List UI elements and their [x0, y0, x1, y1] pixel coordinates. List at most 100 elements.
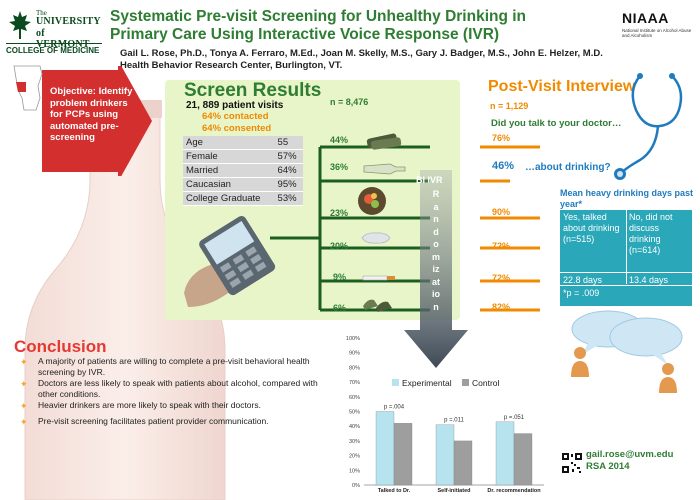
demo-value: 53%	[274, 191, 303, 206]
conclusion-item: Heavier drinkers are more likely to spea…	[38, 400, 261, 410]
p-value-label: p =.051	[504, 415, 525, 421]
chart-bar	[375, 411, 395, 486]
fruit-plate-icon	[358, 187, 386, 215]
no-discuss-header: No, did not discuss drinking (n=614)	[629, 212, 673, 255]
p-value-footnote: *p = .009	[563, 288, 600, 298]
bi-ivr-label: BI IVR	[416, 175, 443, 185]
legend-label: Experimental	[402, 378, 452, 388]
conclusion-item: A majority of patients are willing to co…	[38, 356, 310, 377]
p-value-label: p =.004	[384, 405, 405, 411]
conclusion-item: Pre-visit screening facilitates patient …	[38, 416, 269, 426]
screen-results-title: Screen Results	[184, 80, 322, 101]
contacted-pct: 64% contacted	[202, 111, 269, 122]
demo-row: Age 55	[183, 136, 303, 150]
mean-days-title: Mean heavy drinking days past year*	[560, 188, 694, 209]
chart-bar	[495, 421, 515, 486]
demo-label: College Graduate	[183, 191, 275, 206]
legend-swatch	[462, 379, 469, 386]
conclusion-item: Doctors are less likely to speak with pa…	[38, 378, 318, 399]
demo-value: 64%	[274, 163, 303, 178]
demo-value: 95%	[274, 177, 303, 192]
demo-label: Married	[183, 163, 275, 178]
y-tick-label: 60%	[349, 395, 360, 401]
demographics-table: Age 55 Female 57% Married 64% Caucasian …	[183, 136, 303, 206]
mean-days-table: Yes, talked about drinking (n=515) No, d…	[560, 210, 692, 306]
y-tick-label: 10%	[349, 468, 360, 474]
post-visit-title: Post-Visit Interview	[488, 78, 636, 95]
post-pct: 82%	[492, 302, 511, 312]
star-bullet-icon: ✦	[20, 379, 28, 389]
conclusion-title: Conclusion	[14, 337, 107, 356]
chart-bar	[513, 433, 533, 486]
logo-the: The	[36, 9, 47, 17]
table-divider	[560, 285, 692, 286]
legend-label: Control	[472, 378, 500, 388]
vermont-map-icon	[13, 65, 43, 111]
y-tick-label: 40%	[349, 424, 360, 430]
drinking-question: …about drinking?	[525, 162, 611, 173]
conversation-icon	[571, 310, 683, 393]
stethoscope-icon	[614, 73, 683, 180]
y-tick-label: 0%	[352, 483, 360, 489]
yes-talked-header: Yes, talked about drinking (n=515)	[563, 212, 620, 244]
screen-pct: 23%	[330, 208, 349, 218]
post-n: n = 1,129	[490, 101, 529, 111]
demo-row: Female 57%	[183, 149, 303, 164]
legend-swatch	[392, 379, 399, 386]
post-pct: 72%	[492, 241, 511, 251]
screen-pct: 20%	[330, 241, 349, 251]
screen-n: n = 8,476	[330, 97, 369, 107]
y-tick-label: 100%	[346, 336, 360, 342]
logo-college: COLLEGE OF MEDICINE	[6, 43, 102, 55]
star-bullet-icon: ✦	[20, 357, 28, 367]
p-value-label: p =.011	[444, 418, 464, 424]
objective-text: Objective: Identify problem drinkers for…	[50, 86, 133, 143]
post-pct: 76%	[492, 133, 511, 143]
yes-talked-value: 22.8 days	[563, 275, 603, 285]
screen-pct: 6%	[333, 303, 347, 313]
qr-code-icon	[561, 452, 583, 474]
demo-label: Caucasian	[183, 177, 275, 192]
demo-row: Caucasian 95%	[183, 177, 303, 192]
demo-row: College Graduate 53%	[183, 191, 303, 206]
conference-label: RSA 2014	[586, 461, 630, 472]
randomization-label: Randomization	[432, 189, 441, 312]
niaaa-full: National Institute on Alcohol Abuse and …	[622, 28, 692, 38]
star-bullet-icon: ✦	[20, 401, 28, 411]
pillow-icon	[361, 232, 391, 244]
y-tick-label: 70%	[349, 380, 360, 386]
post-pct: 90%	[492, 207, 511, 217]
table-divider	[560, 272, 692, 273]
doctor-question: Did you talk to your doctor…	[491, 118, 622, 129]
bar-chart: 0% 10% 20% 30% 40% 50% 60% 70% 80% 90% 100% Experim…	[346, 336, 544, 494]
screen-pct: 9%	[333, 272, 347, 282]
x-category-label: Self-initiated	[437, 488, 470, 494]
research-center: Health Behavior Research Center, Burling…	[120, 60, 343, 71]
running-shoes-icon	[363, 299, 392, 312]
post-pct: 72%	[492, 273, 511, 283]
chart-bar	[453, 440, 473, 486]
consented-pct: 64% consented	[202, 123, 272, 134]
y-tick-label: 20%	[349, 454, 360, 460]
niaaa-logo: NIAAA National Institute on Alcohol Abus…	[612, 6, 696, 48]
author-list: Gail L. Rose, Ph.D., Tonya A. Ferraro, M…	[120, 48, 603, 59]
y-tick-label: 90%	[349, 351, 360, 357]
demo-label: Female	[183, 149, 275, 164]
logo-of-vermont: of VERMONT	[36, 28, 90, 50]
y-tick-label: 80%	[349, 365, 360, 371]
no-discuss-value: 13.4 days	[629, 275, 669, 285]
demo-value: 55	[274, 136, 303, 150]
contact-email[interactable]: gail.rose@uvm.edu	[586, 449, 674, 460]
uvm-logo: The UNIVERSITY of VERMONT COLLEGE OF MED…	[6, 6, 102, 64]
table-divider	[626, 210, 627, 284]
beer-bottle-icon	[363, 163, 406, 175]
post-pct: 46%	[492, 160, 515, 172]
star-bullet-icon: ✦	[20, 417, 28, 427]
demo-row: Married 64%	[183, 163, 303, 178]
phone-hand-icon	[184, 215, 276, 307]
screen-pct: 44%	[330, 135, 349, 145]
objective-arrow	[42, 66, 152, 176]
randomization-arrow	[404, 170, 468, 368]
screen-pct: 36%	[330, 162, 349, 172]
cigarette-icon	[362, 275, 395, 281]
